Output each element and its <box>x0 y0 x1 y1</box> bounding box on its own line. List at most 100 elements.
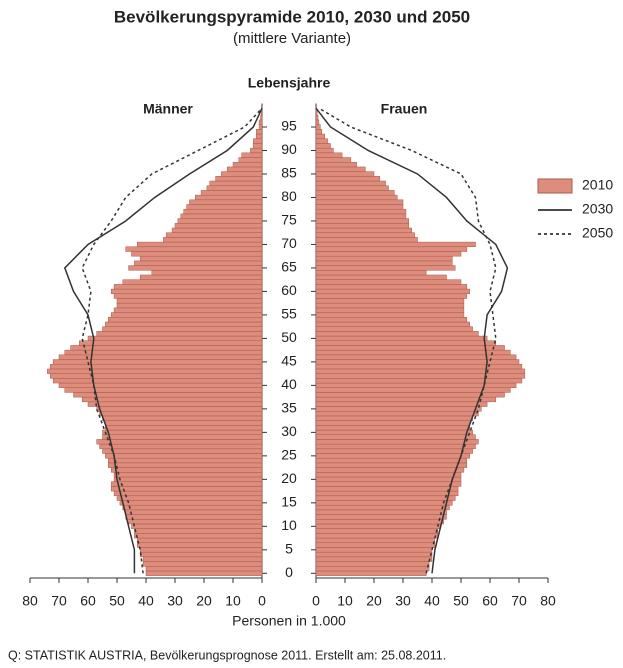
bar-men <box>174 223 263 229</box>
bar-men <box>108 317 263 323</box>
bar-women <box>315 302 465 309</box>
bar-men <box>119 500 263 506</box>
bar-women <box>315 425 470 431</box>
bar-women <box>315 335 488 341</box>
bar-men <box>79 340 263 346</box>
bar-men <box>166 232 263 238</box>
bar-women <box>315 326 473 332</box>
bar-women <box>315 157 352 163</box>
bar-women <box>315 401 488 407</box>
bar-men <box>128 519 263 525</box>
bar-women <box>315 523 441 529</box>
x-tick-label: 30 <box>167 593 183 609</box>
chart-subtitle: (mittlere Variante) <box>233 30 351 47</box>
x-axis-label: Personen in 1.000 <box>232 613 346 629</box>
x-tick-label: 20 <box>366 593 382 609</box>
legend-swatch <box>537 178 573 194</box>
bar-men <box>87 401 263 407</box>
bar-men <box>171 227 263 233</box>
bar-women <box>315 566 430 572</box>
bar-women <box>315 542 436 548</box>
bar-women <box>315 274 447 280</box>
bar-men <box>186 204 263 210</box>
bar-men <box>96 331 263 337</box>
bar-men <box>238 157 263 163</box>
bar-women <box>315 472 462 478</box>
bar-men <box>145 566 263 572</box>
bar-women <box>315 194 398 201</box>
y-tick-label: 25 <box>281 447 297 463</box>
x-tick-label: 60 <box>482 593 498 609</box>
bar-women <box>315 467 465 473</box>
y-tick-label: 45 <box>281 353 297 369</box>
bar-women <box>315 260 453 266</box>
bar-women <box>315 363 523 370</box>
bar-women <box>315 133 325 139</box>
bar-women <box>315 528 439 534</box>
x-tick-label: 60 <box>80 593 96 609</box>
bar-women <box>315 241 476 248</box>
y-axis-label: Lebensjahre <box>248 75 331 91</box>
y-tick-label: 0 <box>285 564 293 580</box>
bar-men <box>134 528 263 534</box>
bar-women <box>315 396 497 403</box>
bar-men <box>142 561 263 567</box>
y-tick-label: 40 <box>281 376 297 392</box>
bar-women <box>315 551 433 558</box>
bar-men <box>255 133 263 139</box>
bar-women <box>315 270 427 276</box>
line-men <box>63 107 263 574</box>
bar-women <box>315 462 468 468</box>
bar-men <box>116 302 263 309</box>
bar-women <box>315 420 470 426</box>
bar-women <box>315 114 319 121</box>
bar-women <box>315 199 404 205</box>
y-tick-label: 30 <box>281 423 297 439</box>
x-tick-label: 50 <box>109 593 125 609</box>
bar-men <box>134 533 263 539</box>
bar-men <box>139 274 263 280</box>
bar-women <box>315 453 470 459</box>
bar-men <box>232 161 263 168</box>
bar-women <box>315 190 395 196</box>
bar-women <box>315 288 470 295</box>
line-women <box>318 107 497 574</box>
bar-men <box>253 143 263 149</box>
bar-men <box>137 241 263 248</box>
right-label: Frauen <box>381 101 428 117</box>
bar-women <box>315 176 381 182</box>
bar-women <box>315 265 456 271</box>
bar-women <box>315 166 366 172</box>
bar-women <box>315 110 318 116</box>
y-tick-label: 70 <box>281 235 297 251</box>
bar-women <box>315 373 526 379</box>
bar-men <box>226 166 263 172</box>
bar-women <box>315 223 410 229</box>
bar-women <box>315 208 407 215</box>
bar-men <box>258 119 263 125</box>
bar-men <box>250 147 263 154</box>
bar-men <box>52 359 263 365</box>
bar-men <box>87 335 263 341</box>
bar-women <box>315 255 453 262</box>
bar-men <box>139 551 263 558</box>
bar-men <box>116 298 263 304</box>
bar-women <box>315 486 459 492</box>
y-tick-label: 5 <box>285 541 293 557</box>
bar-women <box>315 312 465 318</box>
bar-men <box>105 321 263 327</box>
bar-women <box>315 415 473 421</box>
x-tick-label: 80 <box>22 593 38 609</box>
bar-women <box>315 410 479 417</box>
y-tick-label: 20 <box>281 470 297 486</box>
bar-men <box>70 345 263 351</box>
bar-men <box>200 190 263 196</box>
bar-women <box>315 561 430 567</box>
bar-men <box>206 185 263 191</box>
bar-men <box>110 486 263 492</box>
bar-men <box>52 378 263 384</box>
bar-men <box>58 382 263 388</box>
bar-men <box>113 293 263 299</box>
bar-men <box>255 129 263 135</box>
x-tick-label: 70 <box>511 593 527 609</box>
